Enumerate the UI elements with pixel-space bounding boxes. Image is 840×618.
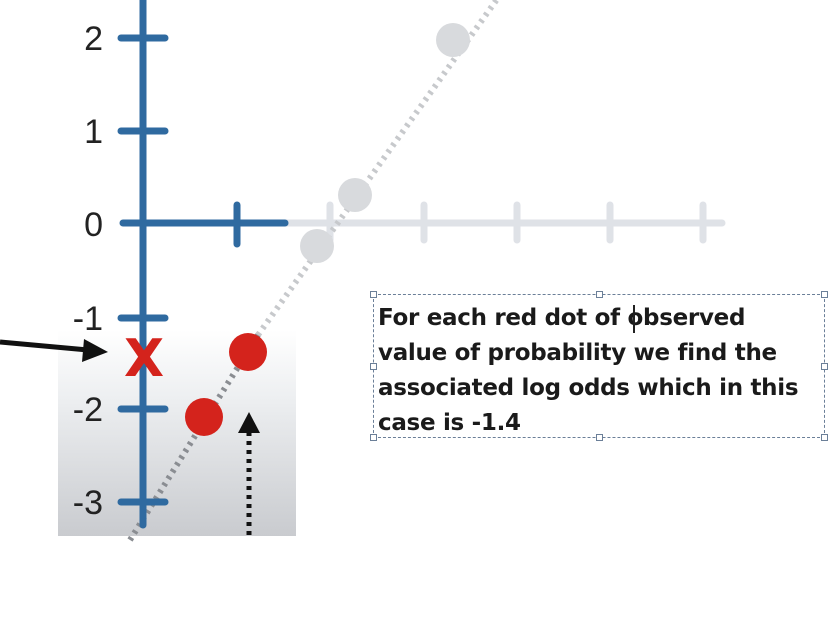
y-tick-label: 2	[84, 20, 103, 58]
resize-handle[interactable]	[370, 291, 377, 298]
y-tick-label: 1	[84, 113, 103, 151]
faded-points	[300, 23, 470, 263]
red-points	[185, 333, 267, 436]
red-dot	[229, 333, 267, 371]
faded-x-axis	[281, 201, 726, 244]
y-tick-label: 0	[84, 206, 103, 244]
y-tick-label: -2	[73, 391, 103, 429]
faded-point	[436, 23, 470, 57]
fit-line-faded	[255, 0, 501, 337]
pointer-arrow	[0, 339, 108, 362]
resize-handle[interactable]	[370, 363, 377, 370]
resize-handle[interactable]	[821, 363, 828, 370]
x-axis	[119, 201, 289, 248]
dotted-up-arrow	[238, 412, 260, 535]
faded-point	[300, 229, 334, 263]
text-cursor	[633, 305, 635, 333]
y-tick-label: -1	[73, 300, 103, 338]
annotation-textbox[interactable]: For each red dot of observed value of pr…	[370, 291, 828, 441]
red-dot	[185, 398, 223, 436]
annotation-text[interactable]: For each red dot of observed value of pr…	[378, 305, 799, 436]
faded-point	[338, 178, 372, 212]
resize-handle[interactable]	[596, 434, 603, 441]
resize-handle[interactable]	[596, 291, 603, 298]
y-axis	[117, 0, 169, 529]
resize-handle[interactable]	[370, 434, 377, 441]
y-tick-label: -3	[73, 484, 103, 522]
resize-handle[interactable]	[821, 291, 828, 298]
fit-line-dark	[127, 333, 261, 542]
resize-handle[interactable]	[821, 434, 828, 441]
log-odds-marker: X	[124, 329, 164, 389]
